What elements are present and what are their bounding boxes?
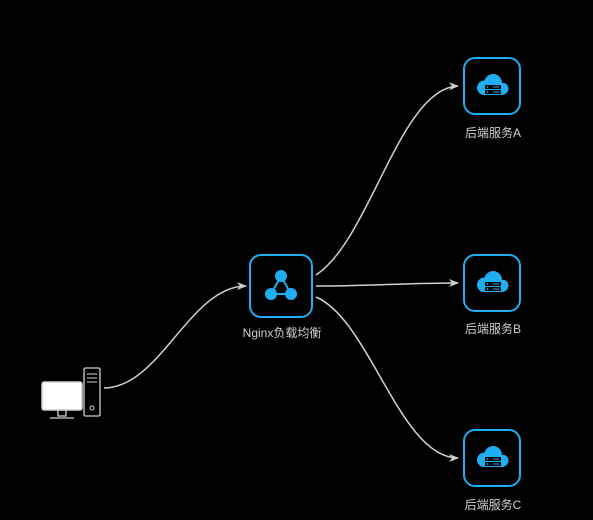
cloud-box: [463, 57, 521, 115]
edge-path: [316, 86, 458, 275]
loadbalancer-icon: [259, 264, 303, 308]
cloud-box: [463, 254, 521, 312]
cloud-server-icon: [471, 65, 513, 107]
node-service-a: [463, 57, 521, 115]
diagram-canvas: Nginx负载均衡 后端服务A: [0, 0, 593, 520]
cloud-server-icon: [471, 437, 513, 479]
edge-path: [104, 286, 246, 388]
node-client: [38, 362, 108, 432]
node-loadbalancer: [249, 254, 313, 318]
node-service-c: [463, 429, 521, 487]
cloud-server-icon: [471, 262, 513, 304]
node-service-b: [463, 254, 521, 312]
edge-lb-svcB: [316, 283, 458, 286]
edge-path: [316, 297, 458, 458]
lb-box: [249, 254, 313, 318]
cloud-box: [463, 429, 521, 487]
label-service-a: 后端服务A: [463, 124, 523, 141]
label-loadbalancer: Nginx负载均衡: [240, 324, 324, 341]
edge-lb-svcC: [316, 297, 458, 458]
edge-path: [316, 283, 458, 286]
label-service-c: 后端服务C: [463, 496, 523, 513]
pc-icon: [38, 362, 108, 432]
edge-client-lb: [104, 286, 246, 388]
edge-lb-svcA: [316, 86, 458, 275]
label-service-b: 后端服务B: [463, 320, 523, 337]
